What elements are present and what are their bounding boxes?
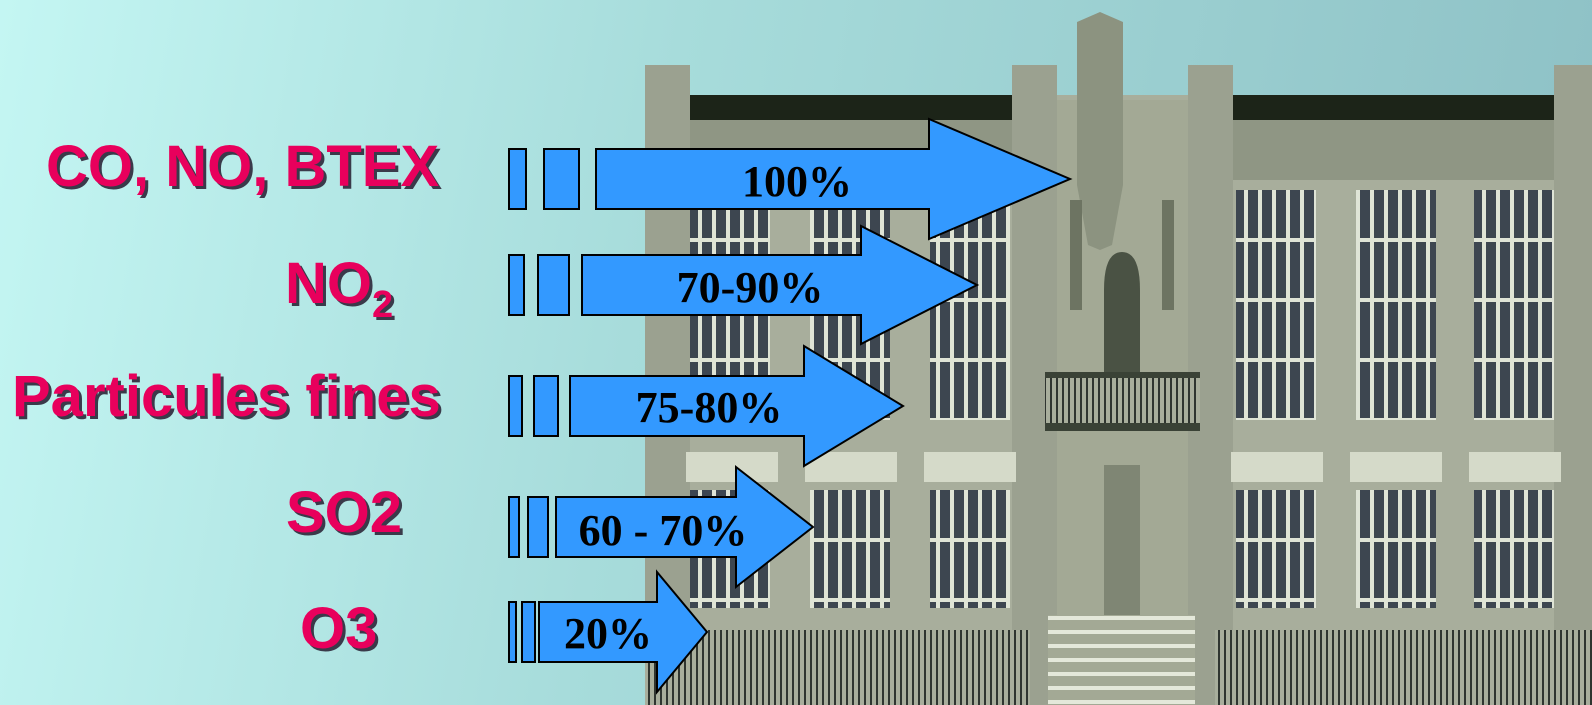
pollutant-label-so2: SO2 [286,484,402,542]
reduction-label: 75-80% [636,383,783,432]
pollutant-label-no2: NO2 [285,255,394,326]
reduction-label: 60 - 70% [579,506,748,555]
pollutant-label-o3: O3 [300,600,377,658]
arrow-row-1: 70-90% [508,224,980,346]
arrow-row-4: 20% [508,569,709,695]
pollutant-subscript: 2 [372,284,394,326]
arrow-row-3: 60 - 70% [508,464,815,590]
reduction-label: 100% [742,157,852,206]
pollutant-name: Particules fines [12,364,441,429]
pollutant-name: NO [285,251,372,316]
pollutant-name: O3 [300,596,378,661]
arrow-row-0: 100% [508,117,1073,241]
pollutant-label-fine-particles: Particules fines [12,368,441,426]
arrow-row-2: 75-80% [508,344,905,468]
pollutant-name: CO, NO, BTEX [46,134,440,199]
pollutant-name: SO2 [286,480,403,545]
pollutant-label-co-no-btex: CO, NO, BTEX [46,138,439,196]
reduction-label: 20% [564,609,652,658]
reduction-label: 70-90% [677,263,824,312]
